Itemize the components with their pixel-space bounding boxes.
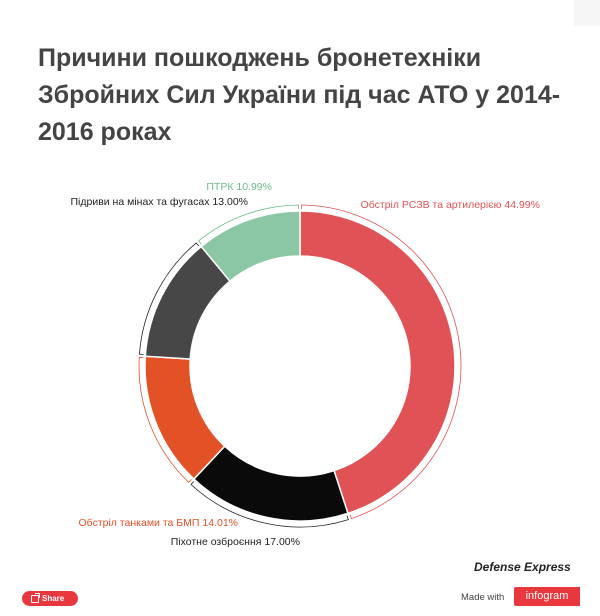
slice-label-3: Обстріл танками та БМП 14.01%: [79, 517, 239, 529]
infogram-logo[interactable]: infogram: [514, 587, 580, 606]
brand-logo: Defense Express: [474, 560, 571, 574]
slice-bracket-1: [301, 204, 462, 520]
slice-label-4: Підриви на мінах та фугасах 13.00%: [70, 196, 248, 208]
slice-5[interactable]: [200, 210, 301, 283]
slice-bracket-4: [139, 242, 200, 355]
share-button[interactable]: Share: [22, 591, 78, 606]
slice-bracket-3: [138, 357, 192, 483]
slice-2[interactable]: [192, 445, 349, 522]
slice-bracket-2: [190, 481, 349, 528]
slice-bracket-5: [198, 204, 299, 245]
slice-label-2: Піхотне озброєння 17.00%: [171, 536, 300, 548]
chart-title: Причини пошкоджень бронетехніки Збройних…: [38, 44, 561, 146]
share-label: Share: [42, 594, 65, 603]
made-with-text: Made with: [461, 592, 505, 603]
slice-1[interactable]: [299, 210, 456, 515]
slice-label-5: ПТРК 10.99%: [206, 181, 272, 193]
slice-label-1: Обстріл РСЗВ та артилерією 44.99%: [361, 199, 540, 211]
share-icon: [31, 593, 40, 603]
corner-placeholder: [574, 0, 600, 26]
